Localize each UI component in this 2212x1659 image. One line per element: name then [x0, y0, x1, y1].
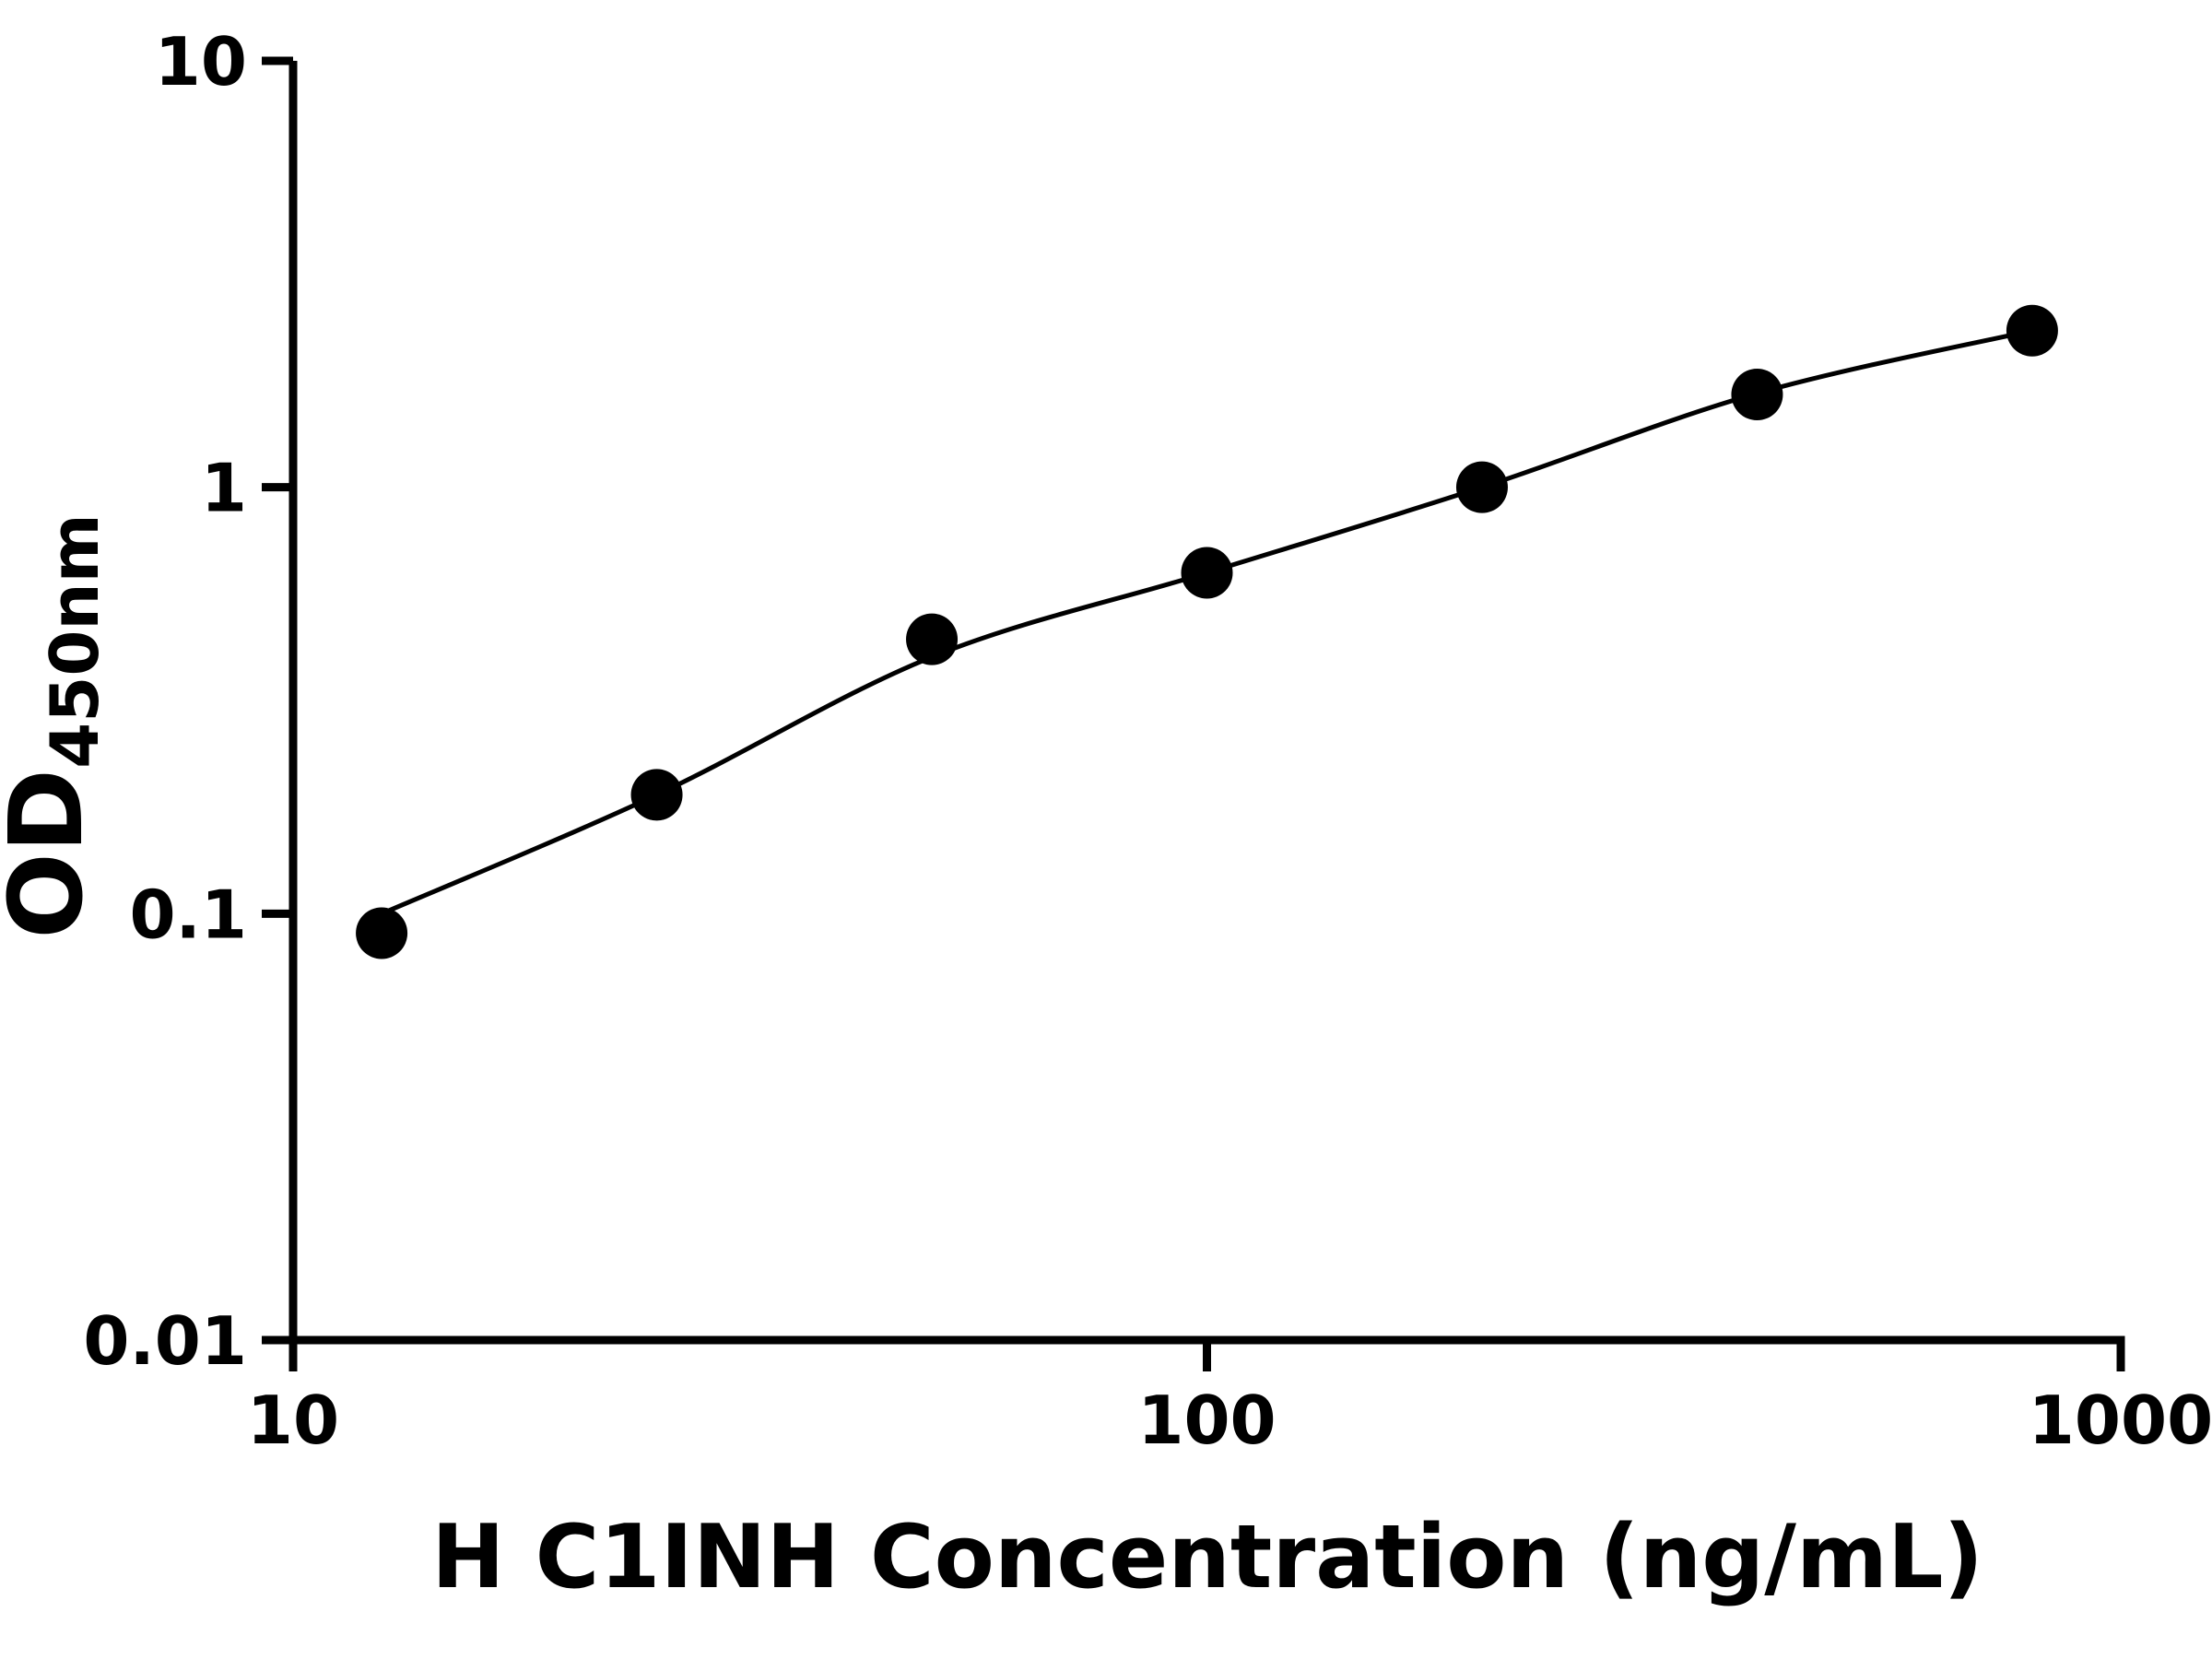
- y-axis-title-main: OD: [0, 769, 105, 939]
- data-point: [2006, 304, 2058, 357]
- y-tick-label: 0.01: [83, 1302, 247, 1380]
- fit-curve: [379, 328, 2035, 916]
- data-point: [356, 907, 408, 959]
- y-tick-label: 0.1: [129, 876, 247, 953]
- x-axis-title: H C1INH Concentration (ng/mL): [431, 1507, 1983, 1608]
- x-tick-label: 100: [1137, 1382, 1276, 1459]
- data-point: [630, 769, 683, 821]
- data-point: [1181, 547, 1233, 599]
- y-tick-label: 10: [155, 23, 247, 100]
- y-axis-title: OD450nm: [0, 513, 113, 938]
- y-axis-title-subscript: 450nm: [36, 513, 113, 769]
- series-group: [356, 304, 2058, 959]
- data-point: [1455, 461, 1508, 513]
- data-point: [1731, 369, 1783, 421]
- y-tick-label: 1: [201, 450, 247, 527]
- x-tick-label: 10: [247, 1382, 339, 1459]
- data-point: [906, 613, 959, 665]
- x-tick-label: 1000: [2029, 1382, 2212, 1459]
